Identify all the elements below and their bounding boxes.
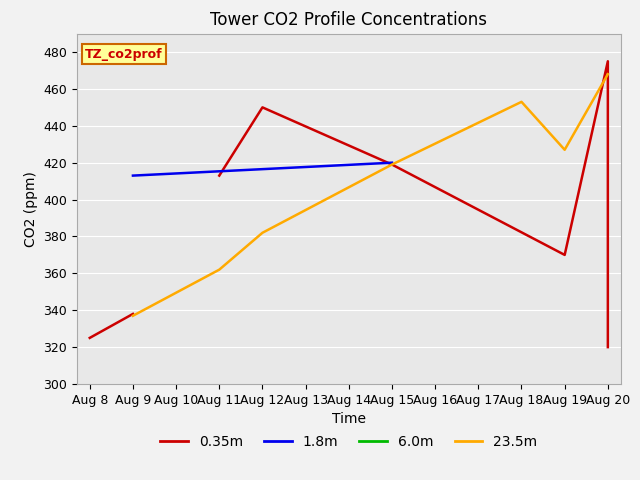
Y-axis label: CO2 (ppm): CO2 (ppm) xyxy=(24,171,38,247)
Title: Tower CO2 Profile Concentrations: Tower CO2 Profile Concentrations xyxy=(211,11,487,29)
Text: TZ_co2prof: TZ_co2prof xyxy=(85,48,163,60)
Legend: 0.35m, 1.8m, 6.0m, 23.5m: 0.35m, 1.8m, 6.0m, 23.5m xyxy=(154,429,543,454)
X-axis label: Time: Time xyxy=(332,412,366,426)
